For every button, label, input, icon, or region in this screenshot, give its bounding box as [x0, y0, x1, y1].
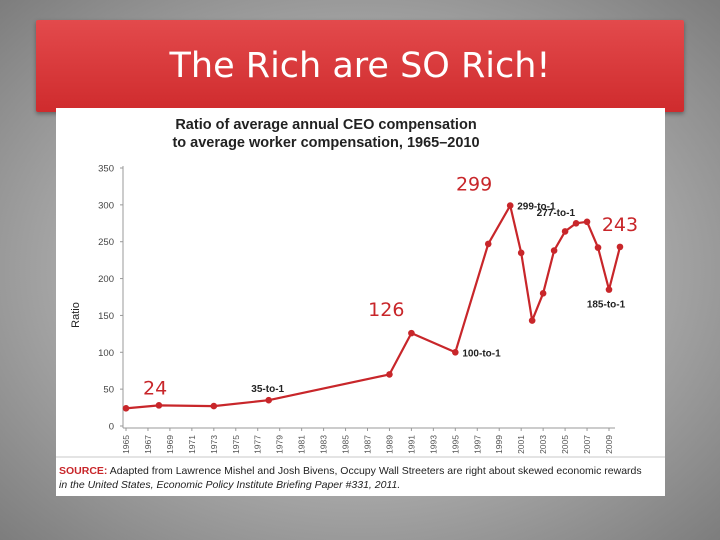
data-point	[594, 244, 602, 251]
overlay-value-label: 243	[602, 214, 638, 236]
x-tick-label: 2009	[604, 435, 614, 454]
axes: 0 50 100 150 200 250 300 350 1965 1967 1969 1971 197…	[98, 164, 615, 454]
data-point	[539, 290, 547, 297]
y-tick-label: 250	[98, 237, 114, 248]
chart-panel: Ratio of average annual CEO compensation…	[56, 108, 665, 496]
annotation-label: 35-to-1	[251, 384, 284, 395]
annotation-label: 100-to-1	[462, 348, 501, 359]
y-axis-label: Ratio	[70, 302, 82, 328]
data-point	[386, 371, 393, 378]
x-tick-label: 1981	[297, 435, 307, 454]
data-point	[210, 402, 218, 410]
overlay-value-label: 299	[456, 174, 492, 196]
y-tick-label: 50	[103, 385, 114, 396]
x-tick-label: 1987	[363, 435, 373, 454]
data-point	[452, 348, 459, 356]
y-tick-label: 200	[98, 274, 114, 285]
data-point	[506, 202, 514, 209]
chart-title-line1: Ratio of average annual CEO compensation	[175, 117, 476, 133]
x-tick-label: 2001	[516, 435, 526, 454]
y-tick-label: 350	[98, 164, 114, 175]
x-tick-label: 1973	[209, 435, 219, 454]
x-tick-label: 2007	[582, 435, 592, 454]
annotation-label: 185-to-1	[587, 300, 626, 311]
x-tick-label: 1997	[472, 435, 482, 454]
data-point	[517, 249, 525, 257]
data-point	[408, 329, 415, 337]
data-point	[550, 247, 558, 254]
source-line2: in the United States, Economic Policy In…	[59, 479, 400, 491]
annotation-label: 277-to-1	[537, 208, 576, 219]
annotation-label: 299-to-1	[517, 202, 556, 213]
data-point	[572, 219, 580, 227]
y-tick-label: 150	[98, 311, 114, 322]
data-point	[561, 228, 569, 235]
data-point	[155, 402, 163, 409]
x-tick-label: 1979	[275, 435, 285, 454]
source-prefix: SOURCE:	[59, 465, 107, 477]
x-tick-label: 1985	[341, 435, 351, 454]
overlay-value-label: 126	[368, 299, 404, 321]
x-tick-label: 1983	[319, 435, 329, 454]
x-tick-label: 2005	[560, 435, 570, 454]
x-tick-label: 1965	[121, 435, 131, 454]
x-tick-label: 1977	[253, 435, 263, 454]
y-tick-label: 100	[98, 348, 114, 359]
x-tick-label: 1995	[450, 435, 460, 454]
data-point	[583, 218, 591, 226]
y-tick-label: 0	[109, 422, 114, 433]
x-tick-label: 1989	[384, 435, 394, 454]
chart-title-line2: to average worker compensation, 1965–201…	[172, 135, 479, 151]
y-tick-label: 300	[98, 200, 114, 211]
x-tick-label: 1967	[143, 435, 153, 454]
data-point	[122, 405, 130, 412]
slide-title: The Rich are SO Rich!	[169, 46, 551, 86]
ceo-ratio-chart: Ratio of average annual CEO compensation…	[56, 117, 665, 491]
title-banner: The Rich are SO Rich!	[36, 20, 684, 112]
data-point	[616, 243, 624, 251]
x-tick-label: 1975	[231, 435, 241, 454]
data-point	[605, 286, 613, 293]
x-tick-label: 1971	[187, 435, 197, 454]
x-tick-label: 1993	[428, 435, 438, 454]
x-tick-label: 1999	[494, 435, 504, 454]
x-tick-label: 1991	[406, 435, 416, 454]
series-marks	[122, 202, 624, 412]
source-line1: SOURCE: Adapted from Lawrence Mishel and…	[59, 465, 642, 477]
data-point	[265, 396, 273, 404]
x-tick-label: 1969	[165, 435, 175, 454]
source-text-line1: Adapted from Lawrence Mishel and Josh Bi…	[110, 465, 642, 477]
overlay-value-label: 24	[143, 377, 167, 399]
data-point	[528, 317, 536, 324]
x-tick-label: 2003	[538, 435, 548, 454]
data-point	[484, 240, 492, 248]
